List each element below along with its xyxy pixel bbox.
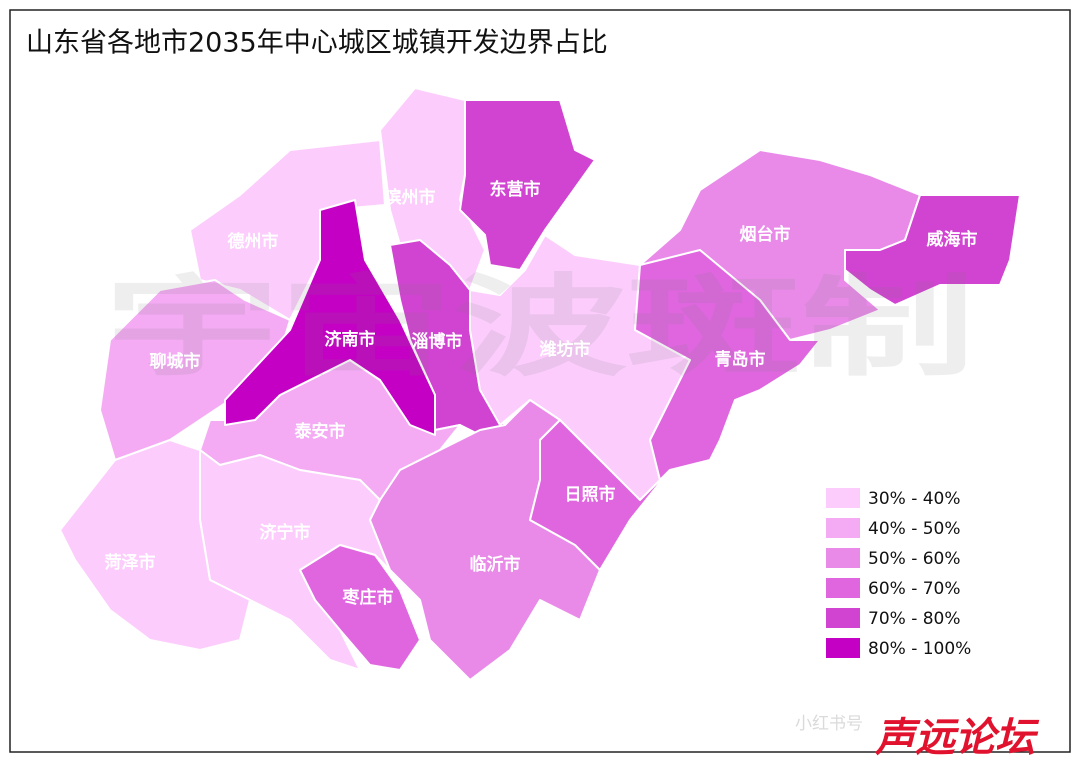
legend-label: 70% - 80% xyxy=(868,609,961,629)
watermark: 宇宙波斑制 xyxy=(105,263,975,391)
region xyxy=(299,544,421,671)
region-label: 潍坊市 xyxy=(540,339,591,360)
region xyxy=(379,87,486,291)
region-label: 临沂市 xyxy=(470,554,521,575)
region-label: 德州市 xyxy=(228,231,279,252)
region xyxy=(59,439,251,651)
region xyxy=(529,419,671,571)
legend-label: 50% - 60% xyxy=(868,549,961,569)
legend-label: 80% - 100% xyxy=(868,639,971,659)
region-label: 日照市 xyxy=(565,484,616,505)
legend-swatch xyxy=(826,488,860,508)
region xyxy=(224,199,436,436)
region xyxy=(634,249,821,481)
region-label: 东营市 xyxy=(490,179,541,200)
legend-label: 40% - 50% xyxy=(868,519,961,539)
legend-swatch xyxy=(826,578,860,598)
region-label: 枣庄市 xyxy=(342,587,394,608)
region-label: 泰安市 xyxy=(295,421,346,442)
legend-swatch xyxy=(826,548,860,568)
legend-swatch xyxy=(826,638,860,658)
region-label: 威海市 xyxy=(927,229,978,250)
logo: 声远论坛 xyxy=(874,715,1040,761)
region-label: 淄博市 xyxy=(412,331,463,352)
source: 小红书号 xyxy=(795,714,863,734)
legend-label: 60% - 70% xyxy=(868,579,961,599)
legend: 30% - 40% 40% - 50% 50% - 60% 60% - 70% 70% … xyxy=(826,488,971,659)
region-label: 济南市 xyxy=(325,329,376,350)
legend-swatch xyxy=(826,518,860,538)
region xyxy=(459,99,596,271)
region-label: 烟台市 xyxy=(740,224,791,245)
legend-label: 30% - 40% xyxy=(868,489,961,509)
region xyxy=(844,194,1021,306)
region-label: 菏泽市 xyxy=(105,552,156,573)
region-label: 济宁市 xyxy=(260,522,311,543)
region-label: 青岛市 xyxy=(715,349,766,370)
map xyxy=(59,87,1021,681)
title: 山东省各地市2035年中心城区城镇开发边界占比 xyxy=(26,28,608,59)
region-label: 聊城市 xyxy=(150,351,201,372)
region-label: 滨州市 xyxy=(385,187,436,208)
legend-swatch xyxy=(826,608,860,628)
